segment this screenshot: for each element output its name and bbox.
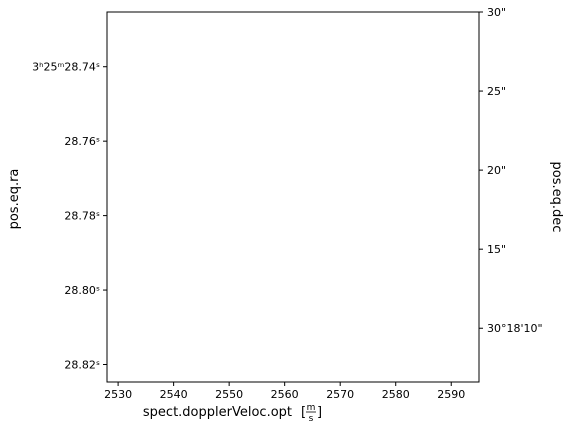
- right-y-tick-label: 30°18'10": [487, 322, 543, 335]
- right-y-axis-label: pos.eq.dec: [549, 162, 564, 233]
- x-axis-unit: [ m s ]: [301, 403, 322, 424]
- right-y-tick-label: 30": [487, 6, 506, 19]
- x-tick-label: 2540: [160, 388, 188, 401]
- left-y-tick-label: 28.80ˢ: [64, 284, 100, 297]
- x-axis-unit-close-bracket: ]: [317, 405, 322, 420]
- x-axis-label: spect.dopplerVeloc.opt: [143, 405, 292, 420]
- x-axis-ticks: 2530 2540 2550 2560 2570 2580 2590: [104, 382, 465, 401]
- x-tick-label: 2550: [215, 388, 243, 401]
- right-y-tick-label: 20": [487, 164, 506, 177]
- left-y-axis-ticks: 3ʰ25ᵐ28.74ˢ 28.76ˢ 28.78ˢ 28.80ˢ 28.82ˢ: [32, 61, 107, 372]
- x-tick-label: 2590: [437, 388, 465, 401]
- left-y-tick-label: 3ʰ25ᵐ28.74ˢ: [32, 61, 100, 74]
- x-axis-unit-open-bracket: [: [301, 405, 306, 420]
- x-tick-label: 2530: [104, 388, 132, 401]
- plot-area: [106, 11, 480, 383]
- x-axis-unit-numerator: m: [307, 403, 316, 413]
- left-y-tick-label: 28.76ˢ: [64, 135, 100, 148]
- x-tick-label: 2560: [271, 388, 299, 401]
- left-y-tick-label: 28.82ˢ: [64, 359, 100, 372]
- left-y-axis-label: pos.eq.ra: [7, 169, 22, 230]
- right-y-tick-label: 25": [487, 85, 506, 98]
- left-y-tick-label: 28.78ˢ: [64, 210, 100, 223]
- right-y-axis-ticks: 30" 25" 20" 15" 30°18'10": [479, 6, 543, 335]
- x-axis-unit-denominator: s: [309, 414, 314, 424]
- x-tick-label: 2570: [326, 388, 354, 401]
- x-tick-label: 2580: [382, 388, 410, 401]
- right-y-tick-label: 15": [487, 243, 506, 256]
